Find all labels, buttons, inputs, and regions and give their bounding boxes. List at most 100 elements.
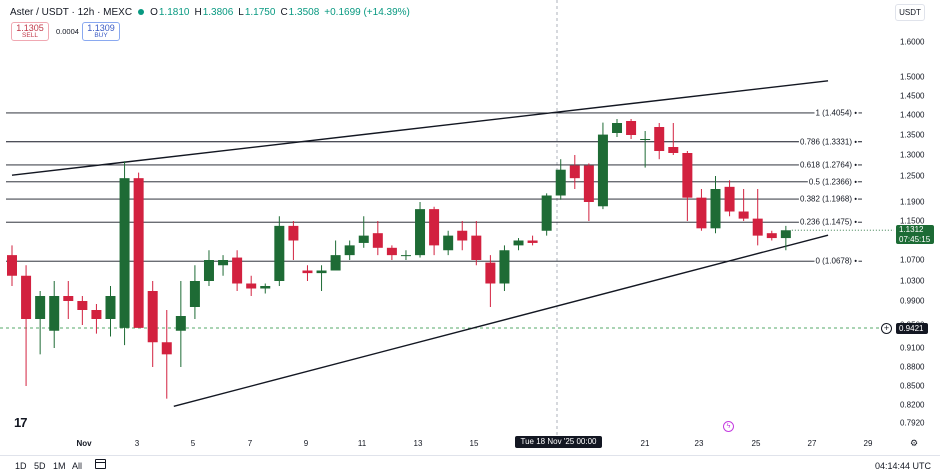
candle[interactable] — [555, 159, 566, 200]
candle[interactable] — [429, 206, 440, 256]
candle[interactable] — [612, 119, 623, 137]
range-1d-button[interactable]: 1D — [15, 461, 27, 471]
candle-body — [696, 197, 707, 229]
candle[interactable] — [133, 172, 144, 328]
candle[interactable] — [766, 230, 777, 241]
time-tick-label: 21 — [640, 439, 650, 448]
candle[interactable] — [218, 255, 229, 276]
candle[interactable] — [654, 123, 665, 160]
candle[interactable] — [147, 281, 158, 367]
candle[interactable] — [274, 216, 285, 286]
crosshair — [0, 0, 894, 436]
trendline-lower[interactable] — [173, 234, 829, 407]
candle-body — [302, 270, 313, 274]
candle[interactable] — [485, 255, 496, 307]
candle-body — [232, 257, 243, 284]
open-label: O — [150, 6, 158, 18]
candle-body — [471, 235, 482, 260]
utc-clock[interactable]: 04:14:44 UTC — [875, 461, 932, 471]
price-tick-label: 1.4000 — [900, 110, 925, 120]
candle[interactable] — [232, 250, 243, 291]
range-all-button[interactable]: All — [72, 461, 83, 471]
symbol-title[interactable]: Aster / USDT · 12h · MEXC — [10, 6, 133, 18]
candle[interactable] — [288, 221, 299, 260]
price-tick-label: 0.8200 — [900, 400, 925, 410]
candle[interactable] — [260, 283, 271, 294]
candle[interactable] — [752, 189, 763, 246]
candle[interactable] — [513, 238, 524, 251]
candle[interactable] — [161, 310, 172, 399]
candle-body — [654, 127, 665, 151]
candle[interactable] — [443, 230, 454, 256]
fib-level-label: 0.382 (1.1968) • — [798, 194, 858, 204]
candle[interactable] — [780, 225, 791, 251]
candle[interactable] — [91, 304, 102, 334]
price-tick-label: 1.1900 — [900, 197, 925, 207]
time-tick-label: 15 — [469, 439, 479, 448]
candle[interactable] — [457, 221, 468, 251]
candle[interactable] — [246, 275, 257, 296]
candle[interactable] — [415, 202, 426, 258]
candle[interactable] — [738, 189, 749, 221]
candle[interactable] — [668, 123, 679, 155]
candle[interactable] — [119, 161, 130, 346]
candle[interactable] — [583, 163, 594, 221]
add-alert-plus-icon[interactable]: + — [881, 323, 892, 334]
candle[interactable] — [21, 265, 32, 386]
candle[interactable] — [724, 180, 735, 217]
candle[interactable] — [626, 119, 637, 139]
candle[interactable] — [105, 286, 116, 337]
candle[interactable] — [710, 176, 721, 234]
low-value: 1.1750 — [244, 6, 276, 18]
candle[interactable] — [302, 265, 313, 281]
currency-button[interactable]: USDT — [895, 4, 925, 21]
time-tick-label: 29 — [863, 439, 873, 448]
candle-body — [710, 189, 721, 229]
price-tick-label: 1.3000 — [900, 150, 925, 160]
candle[interactable] — [527, 235, 538, 246]
candle-body — [583, 165, 594, 202]
candle[interactable] — [63, 281, 74, 319]
candle[interactable] — [569, 155, 580, 189]
candle[interactable] — [175, 281, 186, 367]
candle[interactable] — [7, 245, 17, 286]
candle[interactable] — [77, 296, 88, 325]
candle[interactable] — [471, 221, 482, 266]
candle[interactable] — [541, 193, 552, 236]
candle-body — [105, 296, 116, 319]
buy-button[interactable]: 1.1309 BUY — [82, 22, 120, 41]
settings-gear-icon[interactable]: ⚙ — [910, 438, 919, 448]
candle[interactable] — [358, 216, 369, 248]
candle[interactable] — [696, 189, 707, 231]
trendlines — [11, 80, 829, 407]
candle[interactable] — [386, 245, 397, 260]
candle[interactable] — [372, 221, 383, 256]
candle-body — [49, 296, 60, 331]
candle[interactable] — [49, 281, 60, 348]
lightning-event-icon[interactable]: ϟ — [723, 421, 734, 432]
candle-body — [316, 270, 327, 274]
candle-body — [133, 178, 144, 328]
candle[interactable] — [400, 250, 411, 260]
candle-body — [780, 230, 791, 239]
candle[interactable] — [203, 250, 214, 286]
candle[interactable] — [344, 240, 355, 261]
candle[interactable] — [640, 131, 651, 168]
candle[interactable] — [189, 265, 200, 319]
range-1m-button[interactable]: 1M — [53, 461, 66, 471]
range-5d-button[interactable]: 5D — [34, 461, 46, 471]
sell-button[interactable]: 1.1305 SELL — [11, 22, 49, 41]
tradingview-logo-icon[interactable]: 17 — [14, 415, 28, 430]
candle[interactable] — [316, 265, 327, 291]
candle[interactable] — [597, 122, 608, 210]
calendar-icon[interactable] — [95, 459, 106, 469]
candle[interactable] — [35, 291, 46, 355]
trendline-upper[interactable] — [11, 80, 829, 176]
close-value: 1.3508 — [288, 6, 320, 18]
price-tick-label: 0.8800 — [900, 362, 925, 372]
candle-body — [344, 245, 355, 256]
candle[interactable] — [330, 240, 341, 271]
candle[interactable] — [499, 245, 510, 291]
candle[interactable] — [682, 151, 693, 221]
